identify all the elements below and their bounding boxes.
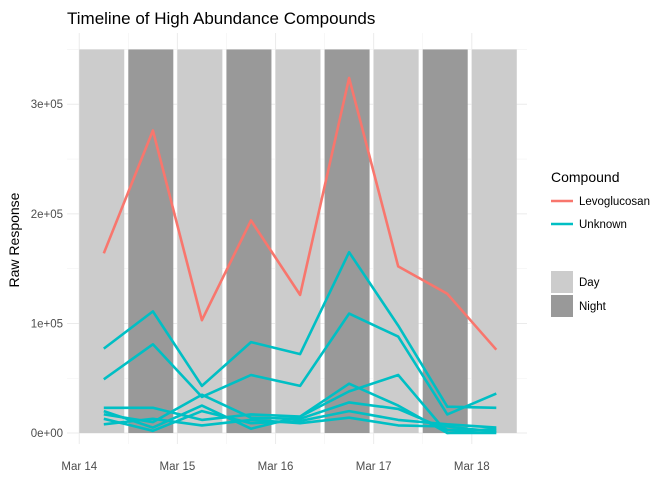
x-axis-ticks: Mar 14 Mar 15 Mar 16 Mar 17 Mar 18 [61, 461, 489, 473]
x-tick-label: Mar 17 [356, 461, 392, 473]
day-night-bands [79, 49, 517, 434]
y-tick-label: 1e+05 [31, 318, 63, 330]
chart-title: Timeline of High Abundance Compounds [67, 9, 375, 28]
x-tick-label: Mar 18 [454, 461, 490, 473]
legend-title: Compound [551, 169, 620, 185]
night-band [324, 49, 370, 434]
x-tick-label: Mar 14 [61, 461, 97, 473]
night-band [128, 49, 174, 434]
y-tick-label: 0e+00 [31, 428, 63, 440]
legend-label: Unknown [579, 219, 627, 231]
day-band [177, 49, 223, 434]
x-tick-label: Mar 16 [258, 461, 294, 473]
day-band [471, 49, 517, 434]
unknown-line [103, 250, 497, 410]
day-band [275, 49, 321, 434]
unknown-line [103, 312, 497, 416]
day-band [79, 49, 125, 434]
unknown-line [103, 382, 497, 435]
night-band [422, 49, 468, 434]
y-axis-title: Raw Response [6, 192, 22, 287]
legend-label: Levoglucosan [579, 196, 650, 208]
legend: Compound Levoglucosan Unknown Day Night [551, 169, 650, 317]
legend-label: Day [579, 277, 600, 289]
series-lines [102, 76, 498, 435]
legend-key-swatch [551, 295, 573, 317]
legend-label: Night [579, 301, 607, 313]
day-band [373, 49, 419, 434]
legend-key-swatch [551, 271, 573, 293]
y-tick-label: 3e+05 [31, 99, 63, 111]
x-tick-label: Mar 15 [160, 461, 196, 473]
y-axis-ticks: 0e+00 1e+05 2e+05 3e+05 [31, 99, 63, 440]
y-tick-label: 2e+05 [31, 209, 63, 221]
levoglucosan-line [102, 76, 498, 351]
